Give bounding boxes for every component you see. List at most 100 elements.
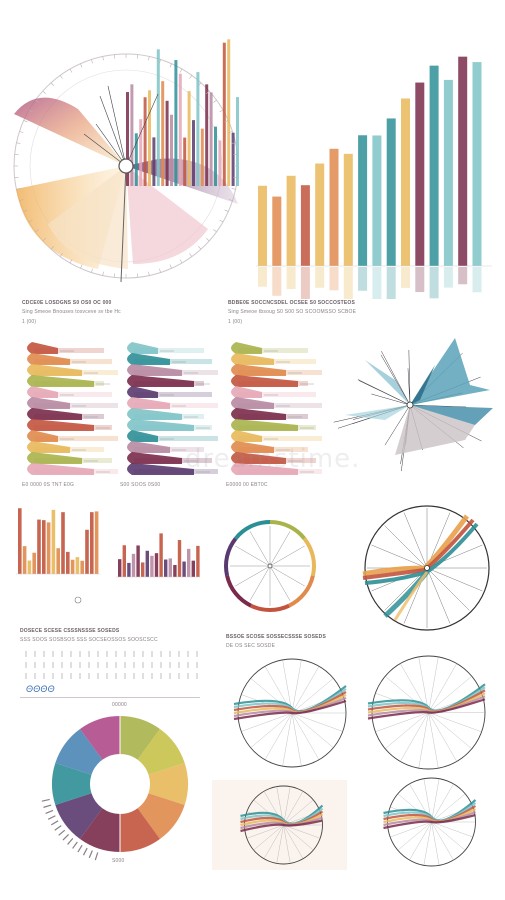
fan-bar bbox=[148, 90, 151, 186]
fan-bar bbox=[170, 114, 173, 186]
fan-bar bbox=[205, 84, 209, 186]
row2-left-title: CDCE0E LOSDGNS S0 OS0 OC 000 bbox=[22, 300, 112, 306]
small-bar-chart-orange-svg bbox=[16, 508, 100, 604]
small-bar bbox=[150, 555, 154, 577]
ribbon bbox=[231, 430, 262, 442]
small-bar bbox=[141, 562, 145, 577]
small-bar bbox=[191, 560, 195, 577]
small-bar bbox=[177, 540, 182, 577]
ring-slice bbox=[137, 793, 185, 840]
small-bar bbox=[164, 559, 168, 577]
big-bars bbox=[258, 56, 482, 307]
row4-right-title: BSSOE SCOSE SOSSECSSSE SOSEDS bbox=[226, 634, 326, 640]
fan-bar bbox=[183, 137, 187, 186]
small-bar bbox=[182, 561, 186, 577]
fan-bar bbox=[227, 39, 231, 186]
small-bar bbox=[85, 529, 89, 574]
fan-bars bbox=[126, 39, 239, 186]
row4-subtitle: SSS SOOS SOSBSOS SSS SOCSEOSSOS SOOSCSCC bbox=[20, 637, 158, 643]
bar bbox=[386, 118, 396, 267]
flow-ribbon bbox=[233, 699, 347, 721]
fan-bar bbox=[152, 137, 156, 186]
bar bbox=[315, 163, 325, 266]
fan-bar bbox=[192, 120, 195, 186]
ribbon bbox=[27, 430, 58, 442]
ring-slice bbox=[148, 762, 188, 806]
small-bar bbox=[131, 553, 136, 577]
small-bar bbox=[154, 553, 159, 577]
ribbon bbox=[27, 353, 70, 365]
ribbon bbox=[231, 452, 286, 464]
ribbon-stack-3-svg bbox=[231, 342, 324, 475]
ribbon-stack-1 bbox=[18, 328, 120, 478]
small-bar bbox=[168, 558, 172, 577]
handwritten-label: ΘΘΘΘ bbox=[26, 684, 55, 694]
flow-ribbon bbox=[240, 819, 323, 833]
fan-bar bbox=[161, 81, 165, 186]
ribbon bbox=[231, 386, 262, 398]
small-bar bbox=[75, 557, 80, 574]
ring-slice bbox=[80, 716, 120, 760]
ribbon bbox=[27, 364, 82, 376]
flow-ribbon bbox=[367, 698, 486, 720]
small-bar bbox=[173, 564, 177, 577]
gauge-segment bbox=[269, 520, 306, 540]
bar bbox=[472, 62, 482, 266]
ribbon bbox=[231, 364, 286, 376]
bar bbox=[329, 148, 339, 266]
flow-circle-c bbox=[212, 780, 347, 870]
small-bar bbox=[159, 533, 163, 577]
ribbon bbox=[127, 342, 158, 354]
ring-slice bbox=[55, 728, 103, 775]
radial-flow-chart-svg bbox=[362, 505, 490, 631]
ribbon bbox=[27, 408, 82, 420]
ribbon bbox=[127, 441, 170, 453]
ring-slice bbox=[52, 762, 92, 806]
flow-circle-d bbox=[365, 772, 490, 872]
fan-center-hub bbox=[118, 158, 134, 174]
ribbon bbox=[27, 342, 58, 354]
small-bar bbox=[46, 522, 51, 574]
flow-circle-a-svg bbox=[233, 658, 347, 768]
fan-wedge-pink bbox=[126, 166, 208, 264]
ribbon bbox=[27, 375, 94, 387]
star-burst-svg bbox=[333, 338, 493, 472]
row2-left-number: 1 (00) bbox=[22, 319, 37, 325]
bar bbox=[372, 135, 382, 266]
vertical-bar-chart-large bbox=[252, 14, 497, 307]
fan-wedge-magenta bbox=[14, 97, 126, 166]
ribbon-stack-3 bbox=[222, 328, 324, 478]
bar bbox=[300, 185, 310, 266]
gauge-segment bbox=[250, 603, 290, 612]
small-bar bbox=[56, 548, 60, 574]
ribbon bbox=[231, 463, 298, 475]
ribbon bbox=[127, 463, 194, 475]
ribbon bbox=[27, 463, 94, 475]
small-bar-chart-plum-svg bbox=[116, 533, 200, 578]
fan-bar-chart-svg bbox=[13, 39, 239, 283]
watermark: dreamstime. bbox=[185, 444, 361, 474]
small-bar bbox=[90, 512, 94, 574]
small-bar bbox=[122, 545, 126, 577]
ribbon bbox=[27, 452, 82, 464]
fan-bar bbox=[126, 92, 129, 186]
ribbon bbox=[127, 419, 194, 431]
row2-right-number: 1 (00) bbox=[228, 319, 243, 325]
ribbon bbox=[27, 441, 70, 453]
ribbon bbox=[231, 419, 298, 431]
ribbon-label-c: E0000 00 EBT0C bbox=[226, 482, 268, 488]
ribbon-stack-1-svg bbox=[27, 342, 120, 475]
gauge-segment bbox=[302, 537, 316, 577]
bar bbox=[401, 98, 410, 266]
ribbon bbox=[127, 408, 182, 420]
ribbon bbox=[127, 364, 182, 376]
ring-slice bbox=[137, 728, 185, 775]
fan-bar bbox=[218, 140, 222, 186]
small-bar bbox=[32, 552, 36, 574]
ribbon-label-a: E0 0000 0S TNT E0G bbox=[22, 482, 75, 488]
ribbon bbox=[127, 452, 182, 464]
ribbon bbox=[27, 397, 70, 409]
ribbon-stack-2 bbox=[118, 328, 220, 478]
fan-bar bbox=[200, 128, 204, 186]
tick-table-svg bbox=[25, 651, 198, 679]
